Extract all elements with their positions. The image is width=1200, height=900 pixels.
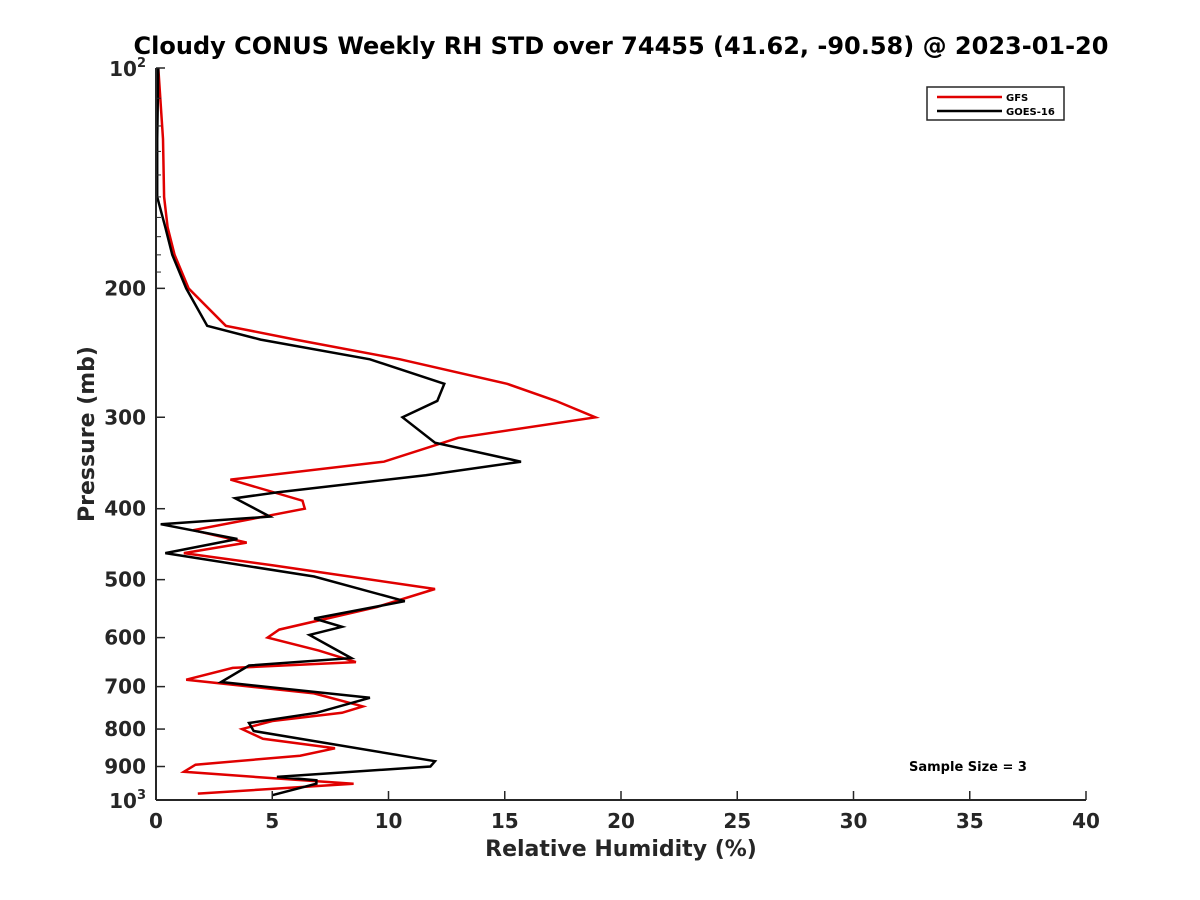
x-ticks: 0 5 10 15 20 25 30 35 40 [149, 791, 1100, 833]
legend-box [926, 86, 1065, 121]
y-ticks: 102 200 300 400 500 600 700 800 900 103 [104, 56, 165, 813]
y-tick-label: 700 [104, 675, 146, 699]
y-tick-label: 600 [104, 626, 146, 650]
y-tick-label: 400 [104, 497, 146, 521]
series-line-goes-16 [155, 67, 522, 797]
y-tick-label: 200 [104, 276, 146, 300]
x-tick-label: 35 [956, 809, 984, 833]
x-axis-label: Relative Humidity (%) [485, 837, 757, 862]
legend: GFS GOES-16 [926, 86, 1065, 121]
plot-area [156, 68, 1086, 800]
x-tick-label: 40 [1072, 809, 1100, 833]
x-tick-label: 10 [375, 809, 403, 833]
y-tick-label: 800 [104, 717, 146, 741]
legend-label-gfs: GFS [1006, 93, 1028, 104]
y-tick-label: 103 [109, 788, 146, 813]
y-tick-label: 500 [104, 568, 146, 592]
y-tick-label: 900 [104, 755, 146, 779]
y-axis-label: Pressure (mb) [75, 346, 100, 522]
x-tick-label: 30 [840, 809, 868, 833]
chart-title: Cloudy CONUS Weekly RH STD over 74455 (4… [134, 32, 1109, 60]
x-tick-label: 5 [265, 809, 279, 833]
legend-label-goes16: GOES-16 [1006, 107, 1055, 118]
x-tick-label: 25 [723, 809, 751, 833]
y-tick-label: 102 [109, 56, 146, 81]
series-layer [155, 67, 601, 797]
x-tick-label: 15 [491, 809, 519, 833]
sample-size-annotation: Sample Size = 3 [909, 760, 1027, 775]
x-tick-label: 20 [607, 809, 635, 833]
series-line-gfs [157, 67, 601, 795]
y-tick-label: 300 [104, 405, 146, 429]
x-tick-label: 0 [149, 809, 163, 833]
